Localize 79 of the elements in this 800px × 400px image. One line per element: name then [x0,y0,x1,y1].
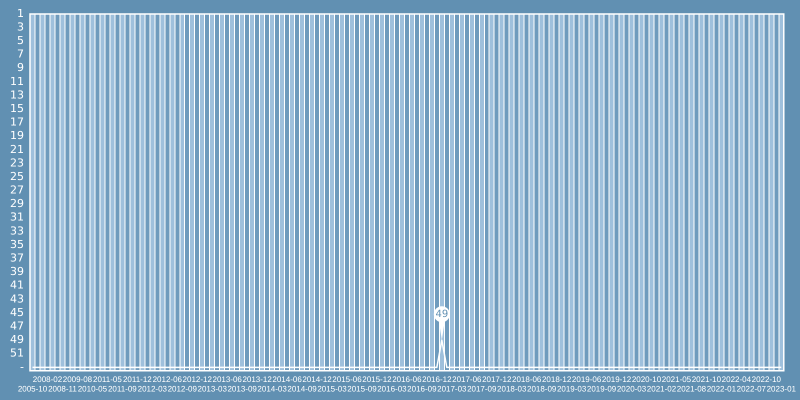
x-tick-label: 2010-05 [78,384,108,394]
x-tick-label: 2005-10 [18,384,48,394]
y-tick-label: 35 [10,238,24,251]
x-tick-label: 2021-08 [676,384,707,394]
y-tick-label: 45 [10,306,24,319]
y-tick-label: 37 [10,252,24,265]
y-tick-label: 3 [16,20,24,34]
x-tick-label: 2017-12 [482,374,512,384]
x-tick-label: 2015-12 [362,374,392,384]
x-tick-label: 2021-05 [662,374,692,384]
x-tick-label: 2011-05 [92,374,122,384]
x-tick-label: 2013-06 [212,374,242,384]
x-tick-label: 2022-07 [736,384,767,394]
x-tick-label: 2022-01 [706,384,737,394]
x-tick-label: 2018-06 [512,374,542,384]
x-tick-label: 2016-03 [377,384,408,394]
x-tick-label: 2008-02 [32,374,63,384]
y-tick-label: 19 [10,129,24,142]
x-tick-label: 2018-09 [526,384,557,394]
x-tick-label: 2021-02 [646,384,677,394]
x-tick-label: 2016-12 [422,374,452,384]
y-tick-label: 23 [10,156,24,170]
y-tick-label: 39 [10,265,24,278]
y-tick-label: 41 [10,278,24,292]
x-tick-label: 2009-08 [62,374,93,384]
x-tick-label: 2020-10 [632,374,662,384]
x-tick-label: 2015-09 [347,384,378,394]
x-tick-label: 2017-06 [452,374,482,384]
y-tick-label: 15 [10,102,24,116]
y-tick-label: 13 [10,88,24,102]
x-tick-label: 2013-09 [227,384,258,394]
y-tick-label: 31 [10,210,24,224]
x-tick-label: 2018-03 [497,384,527,394]
x-tick-label: 2013-12 [242,374,272,384]
y-tick-label: 29 [10,197,24,210]
x-tick-label: 2014-12 [302,374,332,384]
x-tick-label: 2014-09 [287,384,318,394]
x-tick-label: 2021-10 [692,374,722,384]
y-tick-label: - [20,360,24,374]
y-tick-label: 21 [10,142,24,156]
x-tick-label: 2017-03 [437,384,468,394]
y-tick-label: 7 [16,48,24,61]
y-tick-label: 17 [10,116,24,129]
y-tick-label: 5 [16,34,24,48]
x-tick-label: 2019-03 [556,384,587,394]
x-tick-label: 2012-06 [152,374,183,384]
x-tick-label: 2023-01 [766,384,797,394]
x-tick-label: 2022-10 [752,374,782,384]
y-tick-label: 11 [10,74,24,88]
x-tick-label: 2020-03 [616,384,647,394]
x-tick-label: 2015-03 [317,384,348,394]
x-tick-label: 2012-03 [138,384,168,394]
x-tick-label: 2012-12 [182,374,212,384]
y-tick-label: 33 [10,224,24,238]
y-tick-label: 9 [16,61,24,74]
y-tick-label: 49 [10,333,24,346]
y-tick-label: 51 [10,346,24,360]
x-tick-label: 2014-06 [272,374,302,384]
x-tick-label: 2011-12 [122,374,152,384]
data-label: 49 [435,308,448,320]
x-tick-label: 2008-11 [48,384,78,394]
x-tick-label: 2012-09 [168,384,198,394]
x-tick-label: 2019-09 [586,384,617,394]
x-tick-label: 2019-12 [602,374,632,384]
y-tick-label: 27 [10,184,24,197]
x-tick-label: 2016-06 [392,374,422,384]
x-tick-label: 2017-09 [467,384,497,394]
x-tick-label: 2016-09 [407,384,438,394]
x-tick-label: 2011-09 [108,384,138,394]
y-tick-label: 43 [10,292,24,306]
x-tick-label: 2018-12 [542,374,572,384]
x-tick-label: 2019-06 [572,374,602,384]
y-tick-label: 25 [10,170,24,183]
x-tick-label: 2013-03 [198,384,228,394]
x-tick-label: 2014-03 [257,384,288,394]
y-tick-label: 1 [16,6,24,20]
x-tick-label: 2022-04 [722,374,752,384]
y-tick-label: 47 [10,319,24,332]
x-tick-label: 2015-06 [332,374,362,384]
